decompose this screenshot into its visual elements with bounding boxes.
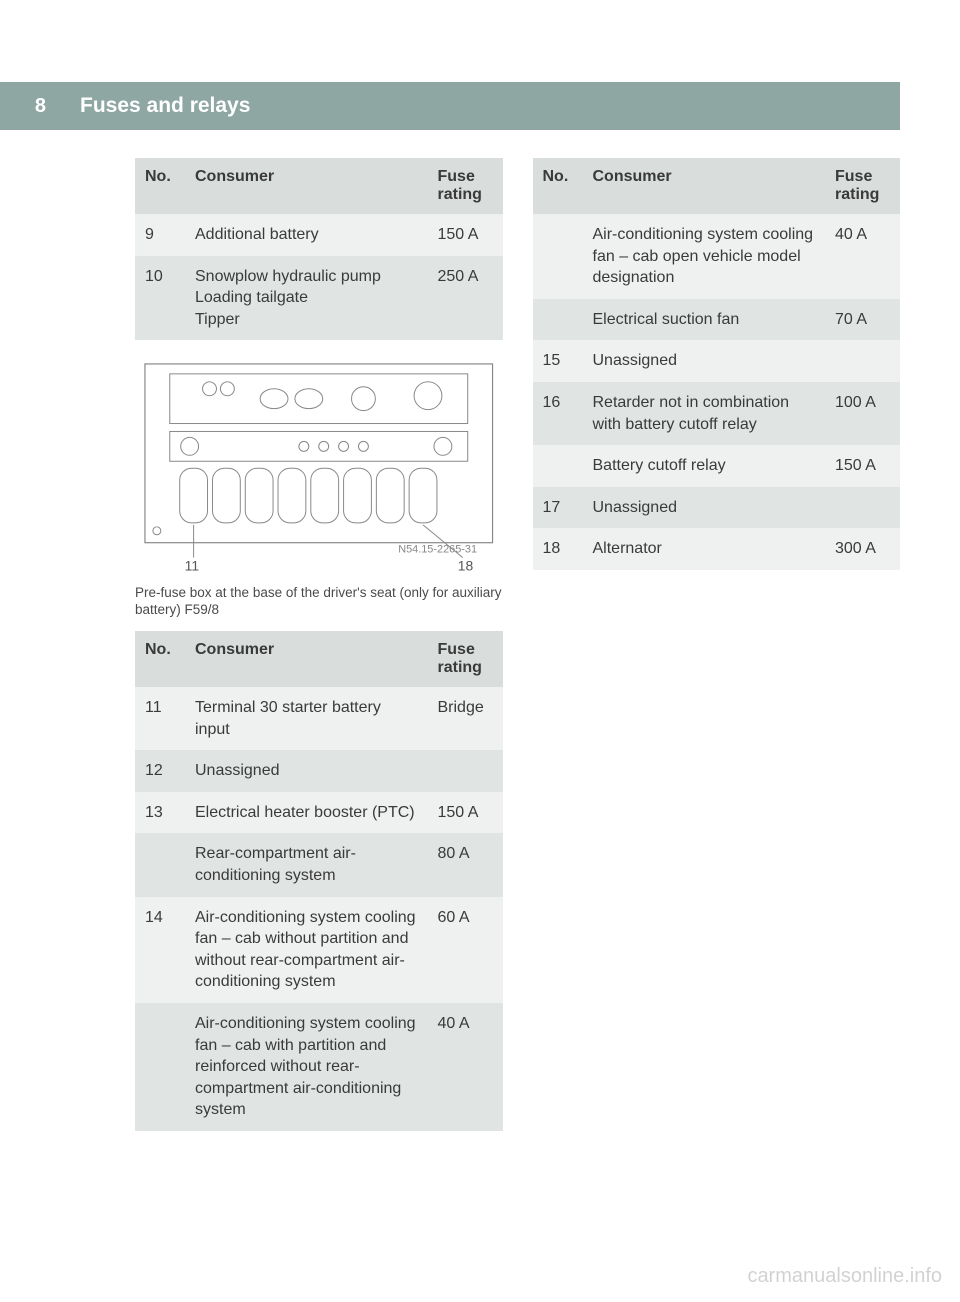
cell-rating (825, 487, 900, 529)
fuse-table-1: No. Consumer Fuse rating 9Additional bat… (135, 158, 503, 340)
cell-no: 16 (533, 382, 583, 445)
table-row: 17Unassigned (533, 487, 901, 529)
right-column: No. Consumer Fuse rating Air-conditionin… (533, 158, 901, 1131)
content-area: No. Consumer Fuse rating 9Additional bat… (135, 158, 900, 1131)
cell-consumer: Electrical heater booster (PTC) (185, 792, 428, 834)
th-consumer: Consumer (185, 158, 428, 214)
cell-rating: 150 A (428, 792, 503, 834)
cell-consumer: Electrical suction fan (583, 299, 826, 341)
cell-no: 10 (135, 256, 185, 341)
cell-consumer: Unassigned (583, 340, 826, 382)
table-row: Air-conditioning system cooling fan – ca… (135, 1003, 503, 1131)
cell-no (135, 833, 185, 896)
table-row: 12Unassigned (135, 750, 503, 792)
cell-rating (428, 750, 503, 792)
diagram-right-label: 18 (458, 558, 474, 573)
th-no: No. (533, 158, 583, 214)
cell-no: 14 (135, 897, 185, 1003)
cell-consumer: Rear-compartment air-conditioning system (185, 833, 428, 896)
table-row: 14Air-conditioning system cooling fan – … (135, 897, 503, 1003)
table-row: Rear-compartment air-conditioning system… (135, 833, 503, 896)
table1-body: 9Additional battery150 A10Snowplow hydra… (135, 214, 503, 340)
th-rating: Fuse rating (428, 631, 503, 687)
cell-no (533, 445, 583, 487)
table-row: 11Terminal 30 starter battery inputBridg… (135, 687, 503, 750)
header-bar: Fuses and relays (60, 82, 900, 130)
cell-rating: 40 A (428, 1003, 503, 1131)
fuse-box-diagram: 11 18 N54.15-2265-31 (135, 354, 503, 573)
cell-rating: 250 A (428, 256, 503, 341)
th-no: No. (135, 158, 185, 214)
cell-consumer: Alternator (583, 528, 826, 570)
table-row: 13Electrical heater booster (PTC)150 A (135, 792, 503, 834)
left-column: No. Consumer Fuse rating 9Additional bat… (135, 158, 503, 1131)
table-row: 15Unassigned (533, 340, 901, 382)
cell-no: 18 (533, 528, 583, 570)
cell-consumer: Battery cutoff relay (583, 445, 826, 487)
cell-no: 17 (533, 487, 583, 529)
cell-rating: 40 A (825, 214, 900, 299)
th-rating: Fuse rating (825, 158, 900, 214)
cell-rating (825, 340, 900, 382)
cell-no (533, 214, 583, 299)
table2-body: 11Terminal 30 starter battery inputBridg… (135, 687, 503, 1131)
table-row: Air-conditioning system cooling fan – ca… (533, 214, 901, 299)
cell-consumer: Air-conditioning system cooling fan – ca… (185, 1003, 428, 1131)
table3-body: Air-conditioning system cooling fan – ca… (533, 214, 901, 570)
cell-consumer: Additional battery (185, 214, 428, 256)
cell-no: 11 (135, 687, 185, 750)
th-rating: Fuse rating (428, 158, 503, 214)
cell-consumer: Unassigned (583, 487, 826, 529)
diagram-code: N54.15-2265-31 (398, 544, 477, 556)
page-number: 8 (35, 95, 46, 118)
watermark: carmanualsonline.info (747, 1265, 942, 1288)
diagram-caption: Pre-fuse box at the base of the driver's… (135, 584, 503, 619)
table-row: Electrical suction fan70 A (533, 299, 901, 341)
th-no: No. (135, 631, 185, 687)
cell-consumer: Terminal 30 starter battery input (185, 687, 428, 750)
cell-no: 9 (135, 214, 185, 256)
cell-consumer: Unassigned (185, 750, 428, 792)
diagram-left-label: 11 (185, 558, 200, 573)
table-row: 16Retarder not in combination with batte… (533, 382, 901, 445)
page-title: Fuses and relays (80, 94, 250, 118)
cell-rating: 300 A (825, 528, 900, 570)
table-row: 10Snowplow hydraulic pump Loading tailga… (135, 256, 503, 341)
cell-rating: Bridge (428, 687, 503, 750)
cell-rating: 60 A (428, 897, 503, 1003)
cell-consumer: Air-conditioning system cooling fan – ca… (583, 214, 826, 299)
cell-rating: 150 A (428, 214, 503, 256)
cell-rating: 70 A (825, 299, 900, 341)
th-consumer: Consumer (185, 631, 428, 687)
cell-rating: 100 A (825, 382, 900, 445)
cell-rating: 150 A (825, 445, 900, 487)
cell-consumer: Snowplow hydraulic pump Loading tailgate… (185, 256, 428, 341)
page-number-tab: 8 (0, 82, 60, 130)
th-consumer: Consumer (583, 158, 826, 214)
cell-rating: 80 A (428, 833, 503, 896)
cell-no: 12 (135, 750, 185, 792)
cell-no: 15 (533, 340, 583, 382)
cell-no (135, 1003, 185, 1131)
cell-no (533, 299, 583, 341)
table-row: 18Alternator300 A (533, 528, 901, 570)
table-row: Battery cutoff relay150 A (533, 445, 901, 487)
cell-consumer: Air-conditioning system cooling fan – ca… (185, 897, 428, 1003)
cell-no: 13 (135, 792, 185, 834)
fuse-table-3: No. Consumer Fuse rating Air-conditionin… (533, 158, 901, 570)
table-row: 9Additional battery150 A (135, 214, 503, 256)
fuse-table-2: No. Consumer Fuse rating 11Terminal 30 s… (135, 631, 503, 1131)
cell-consumer: Retarder not in combination with battery… (583, 382, 826, 445)
